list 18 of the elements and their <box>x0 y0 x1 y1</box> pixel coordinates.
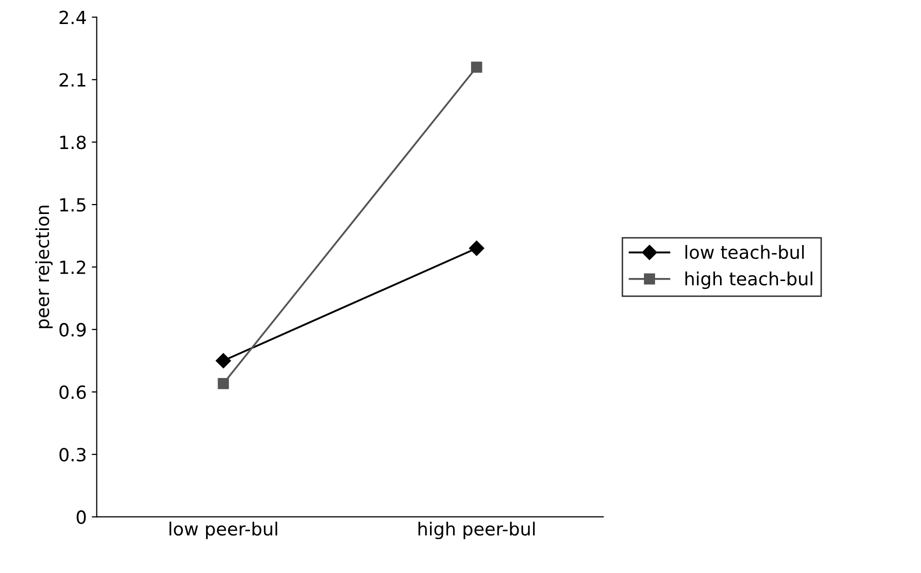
legend-label: low teach-bul <box>686 245 804 260</box>
legend-label: high teach-bul <box>685 272 812 290</box>
point <box>469 240 484 256</box>
y-tick-label: 0.9 <box>59 322 86 337</box>
y-tick-label: 1.5 <box>60 198 86 212</box>
y-tick-label: 2.4 <box>60 10 86 24</box>
x-tick-label: high peer-bul <box>418 522 535 540</box>
y-tick-label: 2.1 <box>60 73 86 87</box>
y-tick-label: 1.2 <box>60 260 86 274</box>
y-axis-title: peer rejection <box>35 206 53 328</box>
y-tick-label: 0.3 <box>59 448 86 462</box>
point <box>216 353 231 368</box>
y-tick-label: 0.6 <box>59 385 86 400</box>
y-tick-label: 0 <box>76 510 86 524</box>
y-tick-label: 1.8 <box>60 136 86 150</box>
x-tick-label: low peer-bul <box>170 522 278 540</box>
point <box>471 62 482 73</box>
point <box>218 378 229 390</box>
